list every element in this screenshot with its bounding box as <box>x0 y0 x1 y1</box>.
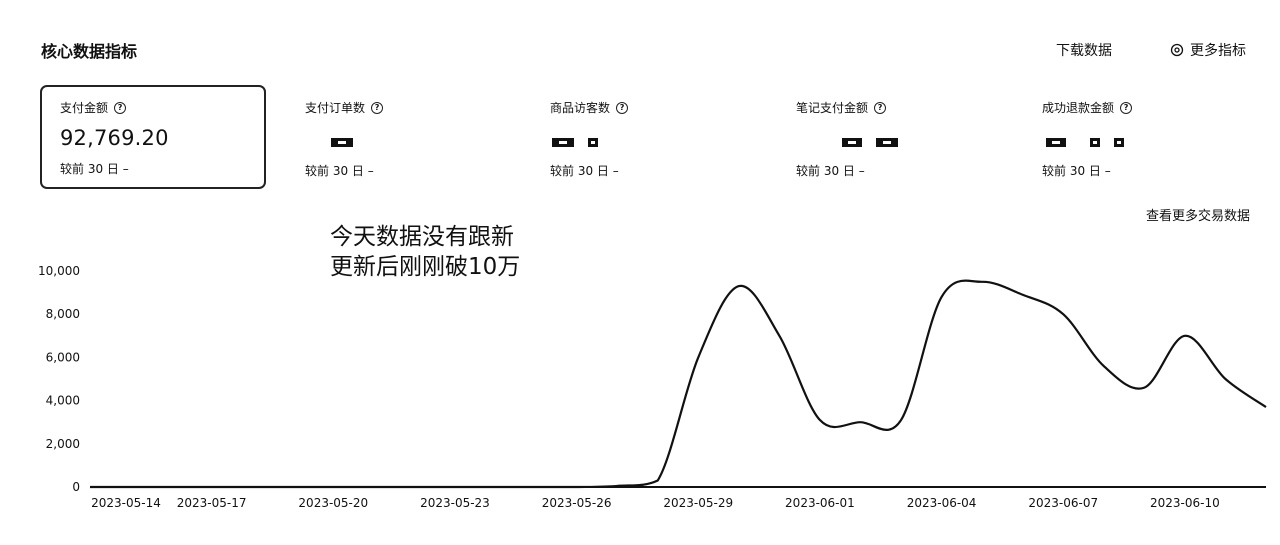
y-axis: 0 2,000 4,000 6,000 8,000 10,000 <box>38 264 80 494</box>
metric-compare: 较前 30 日 – <box>60 162 129 176</box>
x-tick-label: 2023-05-17 <box>177 496 247 510</box>
metric-card-note-payment[interactable]: 笔记支付金额? 较前 30 日 – <box>796 85 1022 189</box>
help-icon[interactable]: ? <box>874 101 887 114</box>
x-tick-label: 2023-05-26 <box>542 496 612 510</box>
metric-card-refund-amount[interactable]: 成功退款金额? 较前 30 日 – <box>1042 85 1268 189</box>
metric-label: 商品访客数 <box>550 101 611 115</box>
metric-label: 支付金额 <box>60 101 109 115</box>
help-icon[interactable]: ? <box>114 101 127 114</box>
x-tick-label: 2023-05-20 <box>298 496 368 510</box>
metric-compare: 较前 30 日 – <box>796 164 865 178</box>
x-tick-label: 2023-06-07 <box>1028 496 1098 510</box>
redacted-value <box>550 132 776 152</box>
overlay-annotation: 今天数据没有跟新 更新后刚刚破10万 <box>330 222 520 282</box>
x-axis: 2023-05-14 2023-05-17 2023-05-20 2023-05-23… <box>91 496 1220 510</box>
help-icon[interactable]: ? <box>616 101 629 114</box>
y-tick-label: 2,000 <box>46 437 80 451</box>
y-tick-label: 4,000 <box>46 394 80 408</box>
more-metrics-button[interactable]: 更多指标 <box>1170 40 1246 60</box>
y-tick-label: 10,000 <box>38 264 80 278</box>
redacted-value <box>305 132 531 152</box>
see-more-trade-data-link[interactable]: 查看更多交易数据 <box>1146 209 1251 224</box>
metric-card-order-count[interactable]: 支付订单数? 较前 30 日 – <box>305 85 531 189</box>
metric-label: 支付订单数 <box>305 101 366 115</box>
x-tick-label: 2023-06-01 <box>785 496 855 510</box>
y-tick-label: 6,000 <box>46 350 80 364</box>
redacted-value <box>1042 132 1268 152</box>
metric-compare: 较前 30 日 – <box>305 164 374 178</box>
x-tick-label: 2023-06-04 <box>907 496 977 510</box>
page-title: 核心数据指标 <box>41 42 138 61</box>
metric-compare: 较前 30 日 – <box>550 164 619 178</box>
x-tick-label: 2023-05-23 <box>420 496 490 510</box>
x-tick-label: 2023-05-14 <box>91 496 161 510</box>
overlay-line-1: 今天数据没有跟新 <box>330 224 514 250</box>
series-line <box>89 279 1267 489</box>
more-metrics-label: 更多指标 <box>1190 43 1246 59</box>
help-icon[interactable]: ? <box>1120 101 1133 114</box>
metric-compare: 较前 30 日 – <box>1042 164 1111 178</box>
help-icon[interactable]: ? <box>371 101 384 114</box>
metric-label: 成功退款金额 <box>1042 101 1115 115</box>
y-tick-label: 8,000 <box>46 307 80 321</box>
x-tick-label: 2023-06-10 <box>1150 496 1220 510</box>
metric-label: 笔记支付金额 <box>796 101 869 115</box>
metric-value: 92,769.20 <box>60 126 169 150</box>
metric-card-payment-amount[interactable]: 支付金额? 92,769.20 较前 30 日 – <box>40 85 266 189</box>
x-tick-label: 2023-05-29 <box>663 496 733 510</box>
gear-icon <box>1170 43 1184 57</box>
download-data-button[interactable]: 下载数据 <box>1056 43 1112 59</box>
overlay-line-2: 更新后刚刚破10万 <box>330 254 521 280</box>
metric-card-visitor-count[interactable]: 商品访客数? 较前 30 日 – <box>550 85 776 189</box>
y-tick-label: 0 <box>72 480 80 494</box>
redacted-value <box>796 132 1022 152</box>
